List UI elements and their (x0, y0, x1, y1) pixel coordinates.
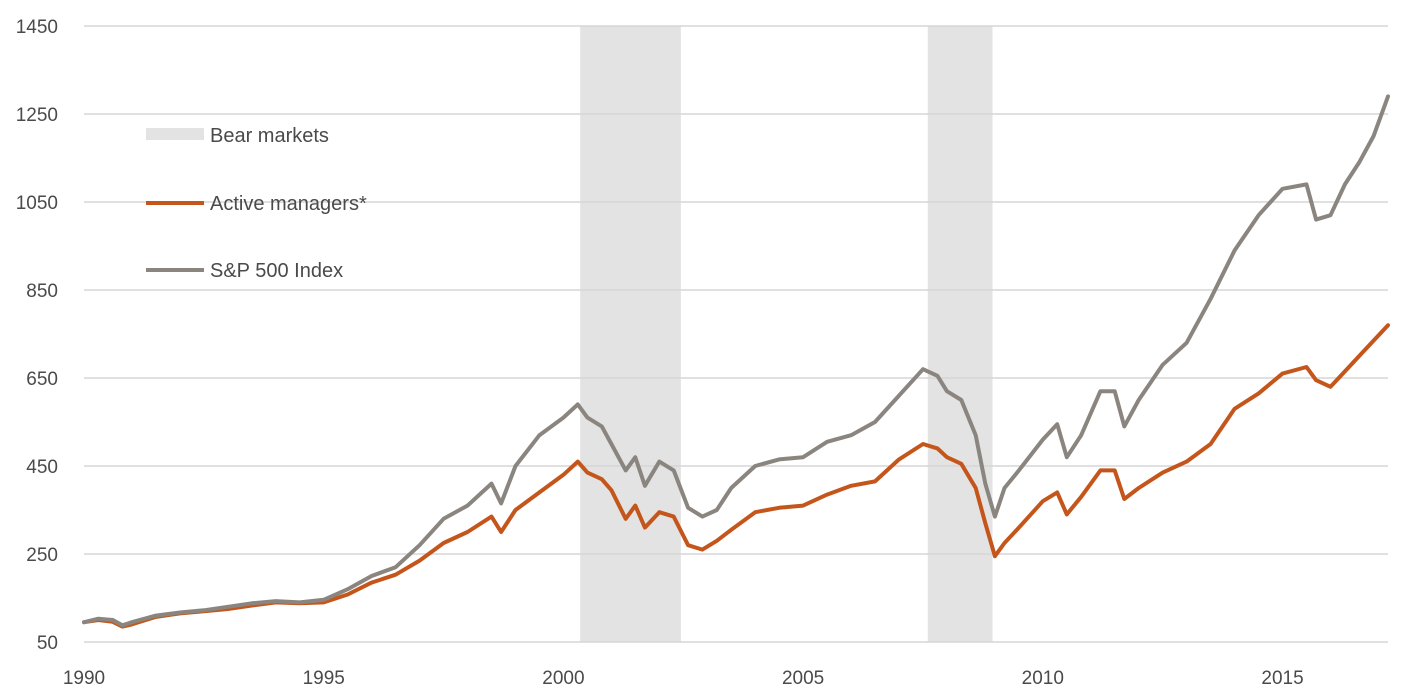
series-lines (82, 94, 1390, 629)
y-tick-label: 1050 (16, 193, 58, 214)
y-tick-label: 1450 (16, 17, 58, 38)
series-line-s-p-500-index (82, 94, 1390, 628)
y-tick-label: 650 (26, 369, 58, 390)
y-tick-label: 50 (37, 633, 58, 654)
x-tick-label: 2000 (542, 668, 584, 689)
legend-label-bear-markets: Bear markets (210, 125, 329, 147)
grid-lines (84, 25, 1388, 643)
bear-market-band-2 (927, 26, 993, 642)
legend-swatch-bear-markets (146, 128, 204, 140)
legend-label-active-managers: Active managers* (210, 193, 367, 215)
x-tick-label: 1990 (63, 668, 105, 689)
legend-label-sp500: S&P 500 Index (210, 260, 343, 282)
x-tick-label: 2010 (1022, 668, 1064, 689)
bear-market-bands (580, 26, 993, 642)
legend: Bear markets Active managers* S&P 500 In… (146, 125, 367, 282)
y-axis-ticks: 50 250 450 650 850 1050 1250 1450 (16, 17, 58, 654)
bear-market-band-1 (580, 26, 681, 642)
x-tick-label: 1995 (303, 668, 345, 689)
y-tick-label: 1250 (16, 105, 58, 126)
series-line-active-managers (82, 323, 1390, 629)
x-axis-ticks: 1990 1995 2000 2005 2010 2015 (63, 668, 1304, 689)
x-tick-label: 2015 (1261, 668, 1303, 689)
y-tick-label: 850 (26, 281, 58, 302)
x-tick-label: 2005 (782, 668, 824, 689)
y-tick-label: 250 (26, 545, 58, 566)
y-tick-label: 450 (26, 457, 58, 478)
